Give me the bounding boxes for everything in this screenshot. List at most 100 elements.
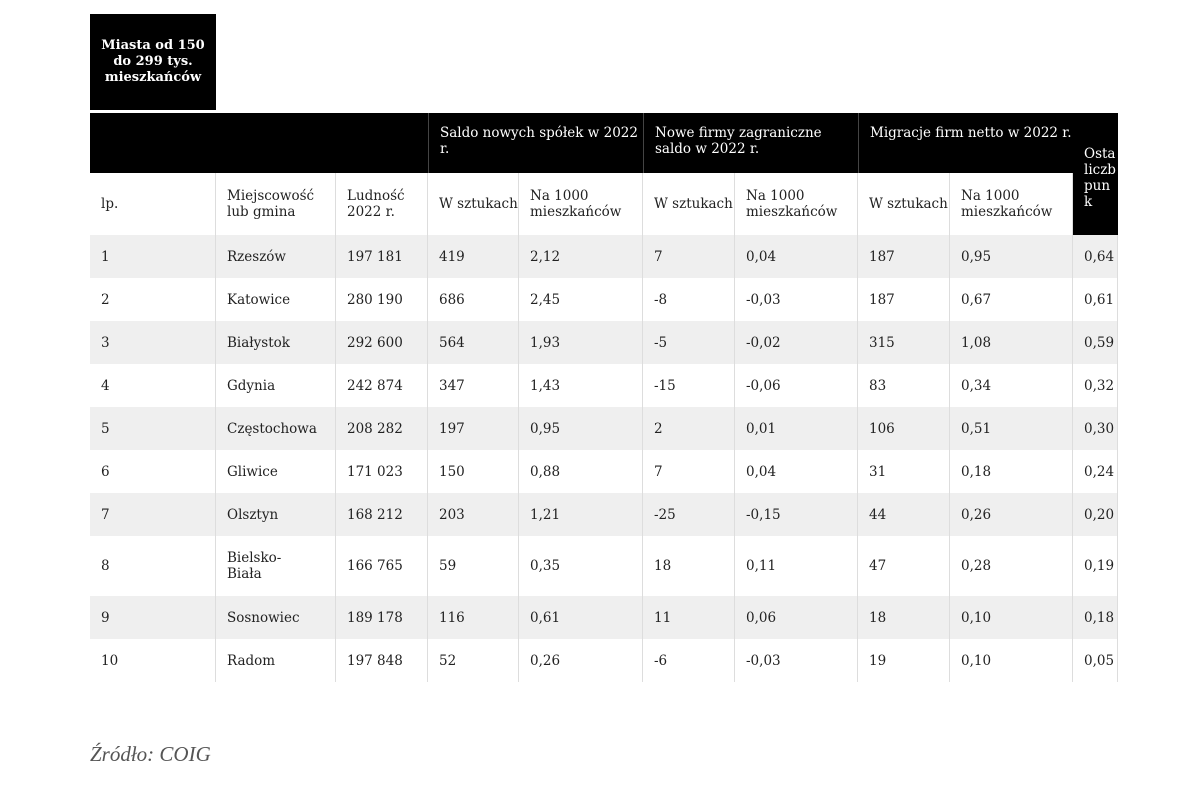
group-header: Saldo nowych spółek w 2022 r. bbox=[428, 113, 643, 173]
table-cell: 0,95 bbox=[519, 407, 643, 450]
table-cell: -8 bbox=[643, 278, 735, 321]
table-cell: 0,32 bbox=[1073, 364, 1118, 407]
table-cell: 106 bbox=[858, 407, 950, 450]
table-cell: Gdynia bbox=[216, 364, 336, 407]
column-header: W sztukach bbox=[643, 173, 735, 235]
table-cell: 203 bbox=[428, 493, 519, 536]
table-cell: 1,21 bbox=[519, 493, 643, 536]
table-cell: 0,67 bbox=[950, 278, 1073, 321]
table-cell: 2 bbox=[643, 407, 735, 450]
column-header: lp. bbox=[90, 173, 216, 235]
table-cell: -0,02 bbox=[735, 321, 858, 364]
table-cell: 7 bbox=[643, 450, 735, 493]
table-cell: 0,30 bbox=[1073, 407, 1118, 450]
table-cell: 0,10 bbox=[950, 639, 1073, 682]
table-cell: 0,19 bbox=[1073, 536, 1118, 596]
table-cell: 419 bbox=[428, 235, 519, 278]
table-cell: 0,34 bbox=[950, 364, 1073, 407]
table-cell: 1 bbox=[90, 235, 216, 278]
group-header: Nowe firmy zagraniczne saldo w 2022 r. bbox=[643, 113, 858, 173]
table-cell: 0,05 bbox=[1073, 639, 1118, 682]
table-cell: 7 bbox=[90, 493, 216, 536]
table-cell: Białystok bbox=[216, 321, 336, 364]
table-cell: 242 874 bbox=[336, 364, 428, 407]
table-cell: 166 765 bbox=[336, 536, 428, 596]
table-cell: 292 600 bbox=[336, 321, 428, 364]
table-cell: -25 bbox=[643, 493, 735, 536]
table-cell: 0,61 bbox=[519, 596, 643, 639]
table-cell: -6 bbox=[643, 639, 735, 682]
table-cell: 315 bbox=[858, 321, 950, 364]
table-cell: Katowice bbox=[216, 278, 336, 321]
table-cell: -0,03 bbox=[735, 278, 858, 321]
column-header: W sztukach bbox=[858, 173, 950, 235]
table-cell: 11 bbox=[643, 596, 735, 639]
table-cell: 0,51 bbox=[950, 407, 1073, 450]
table-cell: Radom bbox=[216, 639, 336, 682]
table-cell: 0,18 bbox=[1073, 596, 1118, 639]
table-cell: 189 178 bbox=[336, 596, 428, 639]
table-cell: 83 bbox=[858, 364, 950, 407]
table-cell: 197 848 bbox=[336, 639, 428, 682]
table-cell: 18 bbox=[858, 596, 950, 639]
table-cell: -0,06 bbox=[735, 364, 858, 407]
table-cell: Olsztyn bbox=[216, 493, 336, 536]
table-cell: 0,59 bbox=[1073, 321, 1118, 364]
title-box: Miasta od 150 do 299 tys. mieszkańców bbox=[90, 14, 216, 110]
table-cell: 2 bbox=[90, 278, 216, 321]
source: Źródło: COIG bbox=[90, 742, 211, 766]
table-cell: 197 bbox=[428, 407, 519, 450]
table-cell: 7 bbox=[643, 235, 735, 278]
table-cell: 1,43 bbox=[519, 364, 643, 407]
table-cell: 0,04 bbox=[735, 235, 858, 278]
column-header: Na 1000 mieszkańców bbox=[735, 173, 858, 235]
table-cell: 0,10 bbox=[950, 596, 1073, 639]
table-cell: 347 bbox=[428, 364, 519, 407]
table-cell: 19 bbox=[858, 639, 950, 682]
table-cell: 280 190 bbox=[336, 278, 428, 321]
table-cell: 10 bbox=[90, 639, 216, 682]
table-cell: 44 bbox=[858, 493, 950, 536]
column-header: W sztukach bbox=[428, 173, 519, 235]
table-cell: 5 bbox=[90, 407, 216, 450]
table-cell: Bielsko-Biała bbox=[216, 536, 336, 596]
table-cell: -0,03 bbox=[735, 639, 858, 682]
table-cell: 59 bbox=[428, 536, 519, 596]
table-cell: 0,01 bbox=[735, 407, 858, 450]
table-cell: 2,12 bbox=[519, 235, 643, 278]
last-header: Osta liczb punk bbox=[1073, 113, 1118, 235]
table-cell: 9 bbox=[90, 596, 216, 639]
table-cell: 171 023 bbox=[336, 450, 428, 493]
group-header: Migracje firm netto w 2022 r. bbox=[858, 113, 1073, 173]
table-cell: -0,15 bbox=[735, 493, 858, 536]
table-cell: 2,45 bbox=[519, 278, 643, 321]
column-header: Ludność 2022 r. bbox=[336, 173, 428, 235]
table-cell: 187 bbox=[858, 278, 950, 321]
table-cell: 8 bbox=[90, 536, 216, 596]
table-cell: 4 bbox=[90, 364, 216, 407]
table-cell: Rzeszów bbox=[216, 235, 336, 278]
column-header: Na 1000 mieszkańców bbox=[950, 173, 1073, 235]
table-cell: 197 181 bbox=[336, 235, 428, 278]
table-cell: 0,24 bbox=[1073, 450, 1118, 493]
table-cell: -15 bbox=[643, 364, 735, 407]
table-cell: 0,26 bbox=[950, 493, 1073, 536]
table-cell: 116 bbox=[428, 596, 519, 639]
table-cell: Gliwice bbox=[216, 450, 336, 493]
table-cell: 168 212 bbox=[336, 493, 428, 536]
table-cell: 18 bbox=[643, 536, 735, 596]
table-cell: 0,88 bbox=[519, 450, 643, 493]
table-cell: 1,93 bbox=[519, 321, 643, 364]
table-cell: 0,18 bbox=[950, 450, 1073, 493]
table-cell: 0,64 bbox=[1073, 235, 1118, 278]
table-cell: 0,20 bbox=[1073, 493, 1118, 536]
table-cell: 0,61 bbox=[1073, 278, 1118, 321]
table-cell: 52 bbox=[428, 639, 519, 682]
table-cell: 47 bbox=[858, 536, 950, 596]
table-cell: 0,04 bbox=[735, 450, 858, 493]
table-cell: 0,95 bbox=[950, 235, 1073, 278]
table-cell: -5 bbox=[643, 321, 735, 364]
column-header: Miejscowość lub gmina bbox=[216, 173, 336, 235]
table-cell: 0,11 bbox=[735, 536, 858, 596]
column-header: Na 1000 mieszkańców bbox=[519, 173, 643, 235]
